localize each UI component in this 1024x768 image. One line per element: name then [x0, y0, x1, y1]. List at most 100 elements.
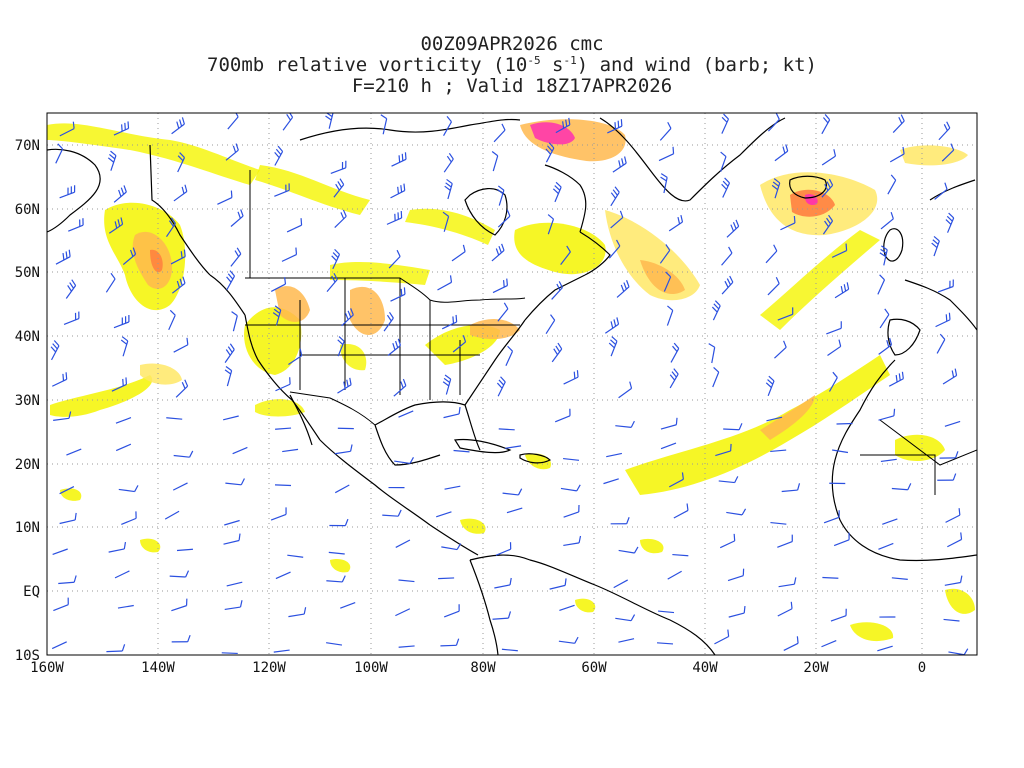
wind-barb — [673, 503, 689, 519]
wind-barb — [547, 214, 555, 235]
wind-barb — [937, 279, 954, 293]
lat-label: 60N — [15, 202, 40, 218]
wind-barb — [937, 473, 957, 481]
wind-barb — [275, 377, 291, 392]
wind-barb — [768, 113, 780, 132]
wind-barb — [225, 478, 245, 486]
vort-band-hudson — [405, 208, 495, 245]
vort-patch-africa — [895, 434, 945, 462]
lon-label: 0 — [918, 660, 926, 676]
wind-barb — [880, 458, 897, 463]
map-title: 00Z09APR2026 cmc 700mb relative vorticit… — [0, 34, 1024, 97]
wind-barb — [505, 445, 522, 449]
coast-yucatan — [374, 424, 441, 466]
vort-patch-trop-1 — [60, 488, 82, 501]
wind-barb — [390, 287, 406, 302]
wind-barb — [670, 342, 680, 363]
wind-barb — [660, 173, 668, 194]
vort-patch-plains — [350, 286, 385, 335]
coast-hispaniola — [519, 453, 552, 464]
wind-barb — [939, 451, 959, 459]
wind-barb — [390, 183, 406, 199]
lat-label: EQ — [23, 584, 40, 600]
coast-gulf — [374, 401, 481, 451]
wind-barb — [563, 370, 579, 385]
wind-barb — [887, 174, 897, 195]
wind-barb — [326, 272, 338, 292]
wind-barb — [223, 533, 241, 545]
wind-barb — [606, 452, 623, 458]
wind-barb — [545, 142, 555, 163]
wind-barb — [440, 638, 460, 647]
wind-barb — [821, 149, 837, 166]
wind-barb — [831, 243, 848, 258]
wind-barb — [176, 548, 194, 552]
wind-barb — [171, 598, 188, 612]
wind-barb — [728, 606, 746, 618]
wind-barb — [442, 211, 450, 232]
wind-barb — [656, 642, 674, 645]
wind-barb — [618, 546, 639, 554]
wind-barb — [770, 521, 787, 525]
vort-patch-trop-6 — [945, 588, 975, 614]
wind-barb — [780, 215, 796, 231]
wind-barb — [877, 274, 886, 295]
wind-barb — [551, 342, 563, 363]
vort-patch-trop-2 — [140, 538, 161, 553]
lon-label: 20W — [803, 660, 829, 676]
vort-patch-pacific-east — [140, 363, 182, 385]
wind-barb — [224, 343, 235, 363]
wind-barb — [558, 636, 579, 644]
wind-barb — [827, 339, 842, 357]
wind-barb — [610, 186, 620, 207]
wind-barb — [225, 143, 239, 161]
wind-barb — [224, 600, 243, 611]
wind-barb — [668, 472, 684, 488]
wind-barb — [497, 302, 509, 322]
wind-barb — [672, 553, 689, 557]
wind-barb — [55, 143, 64, 164]
wind-barb — [492, 611, 512, 620]
wind-barb — [828, 371, 838, 392]
wind-barb — [931, 235, 940, 257]
wind-barb — [106, 644, 126, 653]
lat-label: 10N — [15, 520, 40, 536]
vort-patch-rockies — [275, 286, 310, 322]
wind-barb — [607, 119, 623, 134]
wind-barb — [65, 279, 77, 299]
wind-barb — [231, 311, 238, 332]
wind-barb — [723, 423, 743, 431]
wind-barb — [720, 151, 727, 172]
wind-barb — [821, 114, 831, 135]
lat-label: 10S — [15, 648, 40, 664]
vort-patch-mid-atlantic — [470, 318, 520, 340]
vort-patch-alaska-red — [150, 249, 163, 273]
wind-barb — [388, 249, 401, 269]
wind-barb — [437, 275, 453, 291]
wind-barb — [452, 335, 467, 353]
wind-barb — [608, 239, 621, 259]
wind-barb — [774, 340, 787, 359]
coast-europe — [904, 279, 977, 331]
wind-barb — [113, 314, 130, 329]
wind-barb — [615, 420, 635, 428]
lon-label: 40W — [692, 660, 718, 676]
wind-barb — [938, 121, 951, 141]
wind-barb — [177, 152, 186, 173]
title-line-2: 700mb relative vorticity (10-5 s-1) and … — [0, 55, 1024, 76]
wind-barb — [50, 340, 60, 361]
lat-label: 30N — [15, 393, 40, 409]
wind-barb — [288, 607, 307, 618]
wind-barb — [496, 376, 506, 397]
wind-barb — [771, 178, 781, 199]
wind-barb — [726, 508, 747, 516]
wind-barb — [391, 152, 407, 167]
wind-barb — [337, 336, 345, 357]
coast-new-england — [524, 274, 586, 321]
vort-patch-southwest — [340, 344, 367, 371]
wind-barb — [777, 601, 793, 617]
title-line-1: 00Z09APR2026 cmc — [420, 33, 604, 55]
wind-barb — [765, 244, 778, 264]
wind-barb — [51, 641, 67, 650]
wind-barb — [712, 366, 720, 388]
